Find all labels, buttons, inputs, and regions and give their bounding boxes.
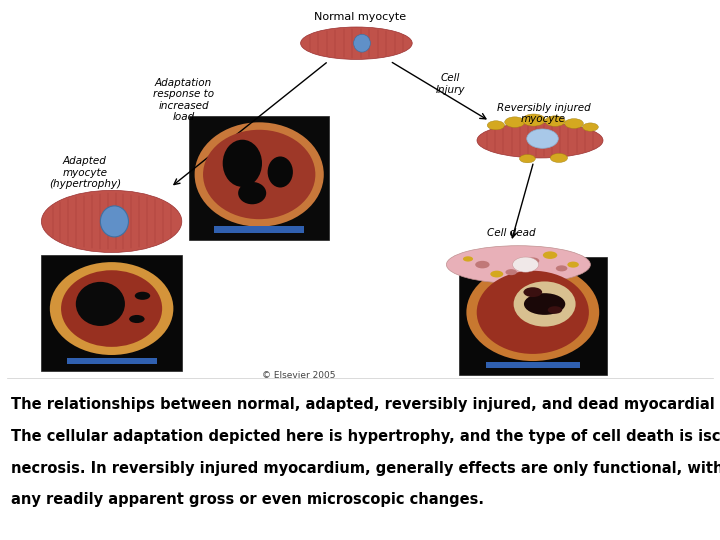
Text: The cellular adaptation depicted here is hypertrophy, and the type of cell death: The cellular adaptation depicted here is… [11,429,720,444]
Ellipse shape [76,282,125,326]
Circle shape [526,258,539,264]
FancyBboxPatch shape [485,362,580,368]
Text: Adapted
myocyte
(hypertrophy): Adapted myocyte (hypertrophy) [49,156,121,190]
Ellipse shape [467,264,599,361]
Ellipse shape [527,129,558,149]
Ellipse shape [513,281,575,327]
Ellipse shape [194,122,324,227]
Text: necrosis. In reversibly injured myocardium, generally effects are only functiona: necrosis. In reversibly injured myocardi… [11,461,720,476]
FancyBboxPatch shape [459,256,606,375]
Text: The relationships between normal, adapted, reversibly injured, and dead myocardi: The relationships between normal, adapte… [11,397,720,413]
Ellipse shape [268,157,293,187]
Ellipse shape [222,140,262,187]
Ellipse shape [50,262,174,355]
Circle shape [129,315,145,323]
Circle shape [545,116,565,126]
Ellipse shape [238,182,266,204]
Circle shape [487,121,505,130]
Circle shape [505,269,517,275]
Circle shape [490,271,503,278]
FancyBboxPatch shape [42,255,181,372]
Text: Reversibly injured
myocyte: Reversibly injured myocyte [497,103,590,124]
Ellipse shape [477,271,589,354]
Ellipse shape [354,34,370,52]
FancyBboxPatch shape [67,359,156,364]
Ellipse shape [301,27,412,59]
Circle shape [543,252,557,259]
Text: Cell dead: Cell dead [487,228,536,238]
Circle shape [567,261,579,268]
Circle shape [582,123,598,131]
FancyBboxPatch shape [215,226,304,233]
Circle shape [505,117,525,127]
Circle shape [556,265,567,272]
Circle shape [522,114,545,126]
Ellipse shape [41,190,181,252]
Circle shape [523,287,542,297]
Circle shape [550,153,567,163]
Circle shape [520,154,535,163]
Ellipse shape [100,206,128,237]
Text: Adaptation
response to
increased
load: Adaptation response to increased load [153,78,214,122]
Ellipse shape [513,257,539,272]
Text: Cell
Injury: Cell Injury [436,73,464,94]
Ellipse shape [477,123,603,158]
Text: © Elsevier 2005: © Elsevier 2005 [262,371,336,380]
Circle shape [564,119,583,129]
Text: Normal myocyte: Normal myocyte [314,12,406,22]
FancyBboxPatch shape [189,116,329,240]
Circle shape [524,293,565,315]
Ellipse shape [61,270,162,347]
Text: any readily apparent gross or even microscopic changes.: any readily apparent gross or even micro… [11,492,484,507]
Circle shape [463,256,473,261]
Ellipse shape [203,130,315,219]
Circle shape [475,261,490,268]
Ellipse shape [446,246,590,284]
Circle shape [135,292,150,300]
Circle shape [548,306,562,314]
